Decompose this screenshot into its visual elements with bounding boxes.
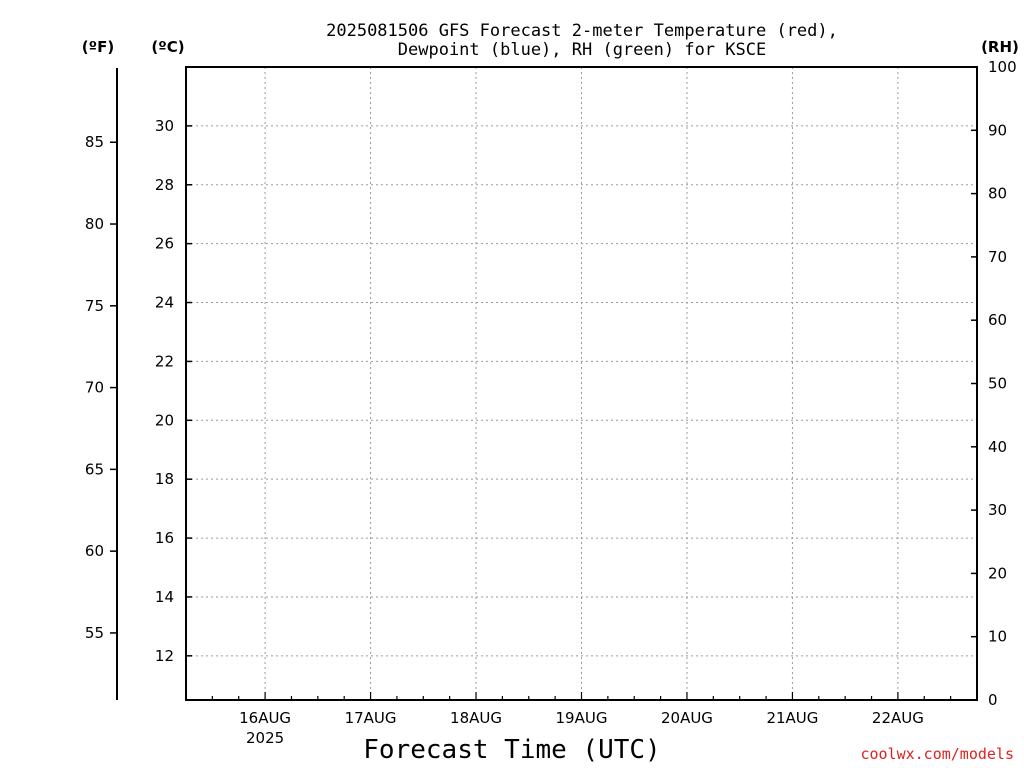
rh-tick-label: 100 [988,58,1017,76]
chart-title-line-1: 2025081506 GFS Forecast 2-meter Temperat… [326,21,838,41]
fahrenheit-tick-label: 75 [85,297,104,315]
rh-tick-label: 10 [988,628,1007,646]
x-tick-label-19AUG: 19AUG [556,709,608,727]
x-tick-label-17AUG: 17AUG [345,709,397,727]
x-tick-label-22AUG: 22AUG [872,709,924,727]
tick-labels: 12 14 16 18 20 22 24 26 28 30 55 60 65 70 75 80 85 0 10 20 3… [85,58,1017,747]
rh-tick-label: 80 [988,185,1007,203]
rh-tick-label: 70 [988,248,1007,266]
rh-tick-label: 40 [988,438,1007,456]
fahrenheit-tick-label: 80 [85,215,104,233]
x-axis-label: Forecast Time (UTC) [363,735,660,765]
fahrenheit-tick-label: 70 [85,379,104,397]
fahrenheit-tick-label: 55 [85,624,104,642]
celsius-unit-label: (ºC) [151,38,184,56]
rh-tick-label: 30 [988,501,1007,519]
fahrenheit-tick-label: 85 [85,133,104,151]
fahrenheit-tick-label: 65 [85,460,104,478]
celsius-tick-label: 18 [155,470,174,488]
rh-tick-label: 50 [988,375,1007,393]
rh-tick-label: 20 [988,564,1007,582]
rh-tick-label: 60 [988,311,1007,329]
rh-tick-label: 0 [988,691,998,709]
celsius-tick-label: 20 [155,411,174,429]
fahrenheit-unit-label: (ºF) [82,38,114,56]
x-tick-label-20AUG: 20AUG [661,709,713,727]
x-year-label: 2025 [246,729,284,747]
celsius-tick-label: 16 [155,529,174,547]
fahrenheit-tick-label: 60 [85,542,104,560]
celsius-tick-label: 26 [155,235,174,253]
celsius-tick-label: 28 [155,176,174,194]
celsius-tick-label: 30 [155,117,174,135]
x-tick-label-18AUG: 18AUG [450,709,502,727]
credit-text: coolwx.com/models [860,745,1014,763]
celsius-tick-label: 22 [155,352,174,370]
x-tick-label-21AUG: 21AUG [766,709,818,727]
celsius-tick-label: 12 [155,647,174,665]
grid-lines [186,67,977,700]
chart-title-line-2: Dewpoint (blue), RH (green) for KSCE [398,40,766,60]
celsius-tick-label: 24 [155,294,174,312]
celsius-tick-label: 14 [155,588,174,606]
rh-tick-label: 90 [988,121,1007,139]
axes [110,66,978,701]
rh-unit-label: (RH) [981,38,1019,56]
x-tick-label-16AUG: 16AUG [239,709,291,727]
